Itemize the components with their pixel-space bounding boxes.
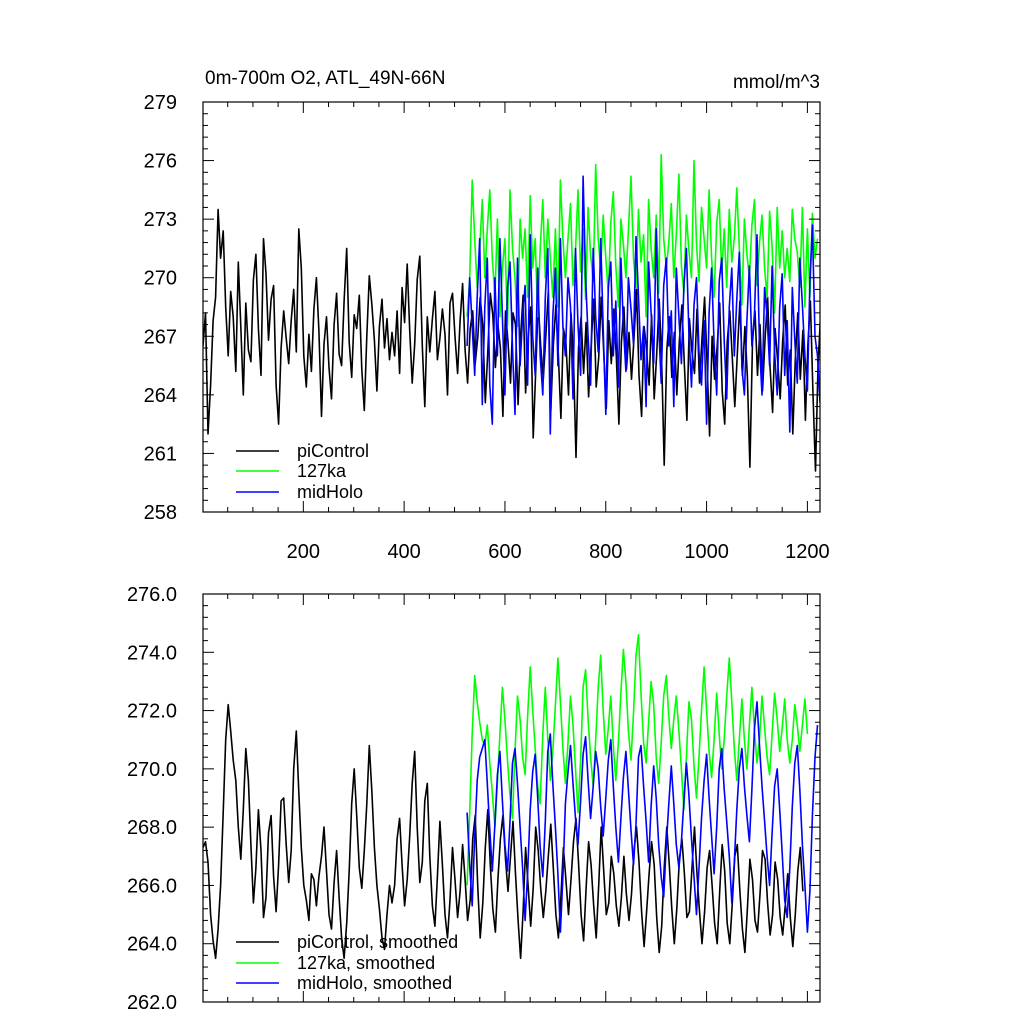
legend-label: 127ka, smoothed xyxy=(297,953,435,973)
y-tick-label: 266.0 xyxy=(127,875,177,897)
series-line-0-1 xyxy=(466,153,819,328)
x-tick-label: 1200 xyxy=(785,541,830,563)
y-tick-label: 264 xyxy=(144,385,177,407)
y-tick-label: 270.0 xyxy=(127,759,177,781)
x-tick-label: 600 xyxy=(488,541,521,563)
top-panel: 0m-700m O2, ATL_49N-66N mmol/m^3 258 261 2… xyxy=(144,68,830,563)
legend-label: piControl xyxy=(297,441,369,461)
y-tick-label: 270 xyxy=(144,268,177,290)
y-tick-label: 258 xyxy=(144,502,177,524)
plot-frame xyxy=(202,101,821,513)
legend-label: piControl, smoothed xyxy=(297,932,458,952)
series-line-1-2 xyxy=(466,700,819,933)
y-tick-label: 274.0 xyxy=(127,642,177,664)
bottom-panel: 262.0 264.0 266.0 268.0 270.0 272.0 274.0 276.0… xyxy=(127,584,821,1014)
top-panel-units: mmol/m^3 xyxy=(733,72,820,93)
y-tick-label: 273 xyxy=(144,209,177,231)
y-tick-label: 279 xyxy=(144,92,177,114)
series-line-1-1 xyxy=(466,633,809,886)
plot-frame xyxy=(202,593,821,1003)
legend-label: 127ka xyxy=(297,461,347,481)
y-tick-label: 262.0 xyxy=(127,992,177,1014)
y-tick-label: 261 xyxy=(144,443,177,465)
y-tick-label: 276.0 xyxy=(127,584,177,606)
legend-label: midHolo xyxy=(297,482,363,502)
y-tick-label: 276 xyxy=(144,151,177,173)
x-tick-label: 1000 xyxy=(684,541,729,563)
y-tick-label: 272.0 xyxy=(127,701,177,723)
y-tick-label: 267 xyxy=(144,326,177,348)
series-line-0-2 xyxy=(466,175,820,435)
x-tick-label: 800 xyxy=(589,541,622,563)
legend-label: midHolo, smoothed xyxy=(297,973,452,993)
y-tick-label: 268.0 xyxy=(127,817,177,839)
x-tick-label: 400 xyxy=(387,541,420,563)
x-tick-label: 200 xyxy=(287,541,320,563)
top-panel-title: 0m-700m O2, ATL_49N-66N xyxy=(205,68,445,89)
y-tick-label: 264.0 xyxy=(127,934,177,956)
